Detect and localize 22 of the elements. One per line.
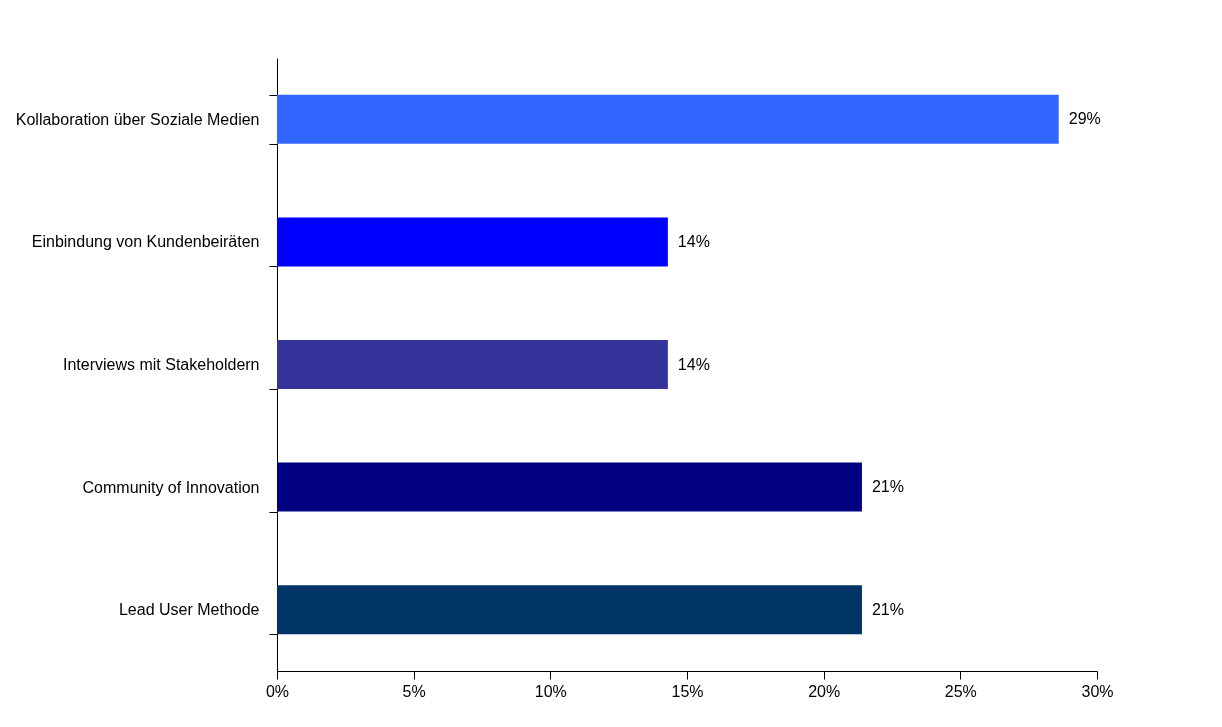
x-tick-label: 5% — [402, 682, 426, 700]
x-tick-label: 15% — [671, 682, 704, 700]
bar — [277, 585, 862, 635]
data-label: 21% — [871, 478, 904, 496]
x-tick-label: 0% — [265, 682, 290, 700]
y-tick-label: Lead User Methode — [118, 601, 260, 619]
data-label: 14% — [677, 232, 710, 250]
data-label: 21% — [871, 600, 904, 618]
x-tick-label: 30% — [1081, 682, 1114, 700]
x-tick-label: 25% — [944, 682, 977, 700]
bar — [277, 217, 668, 267]
data-label: 14% — [677, 355, 710, 373]
x-tick-label: 20% — [808, 682, 841, 700]
y-tick-label: Interviews mit Stakeholdern — [62, 356, 260, 373]
bar — [277, 94, 1059, 144]
x-tick-label: 10% — [534, 682, 567, 700]
y-tick-label: Einbindung von Kundenbeiräten — [31, 233, 260, 251]
bar — [277, 339, 668, 390]
y-tick-label: Community of Innovation — [82, 478, 260, 496]
y-tick-label: Kollaboration über Soziale Medien — [15, 110, 260, 128]
data-label: 29% — [1068, 110, 1101, 128]
bar — [277, 462, 862, 512]
